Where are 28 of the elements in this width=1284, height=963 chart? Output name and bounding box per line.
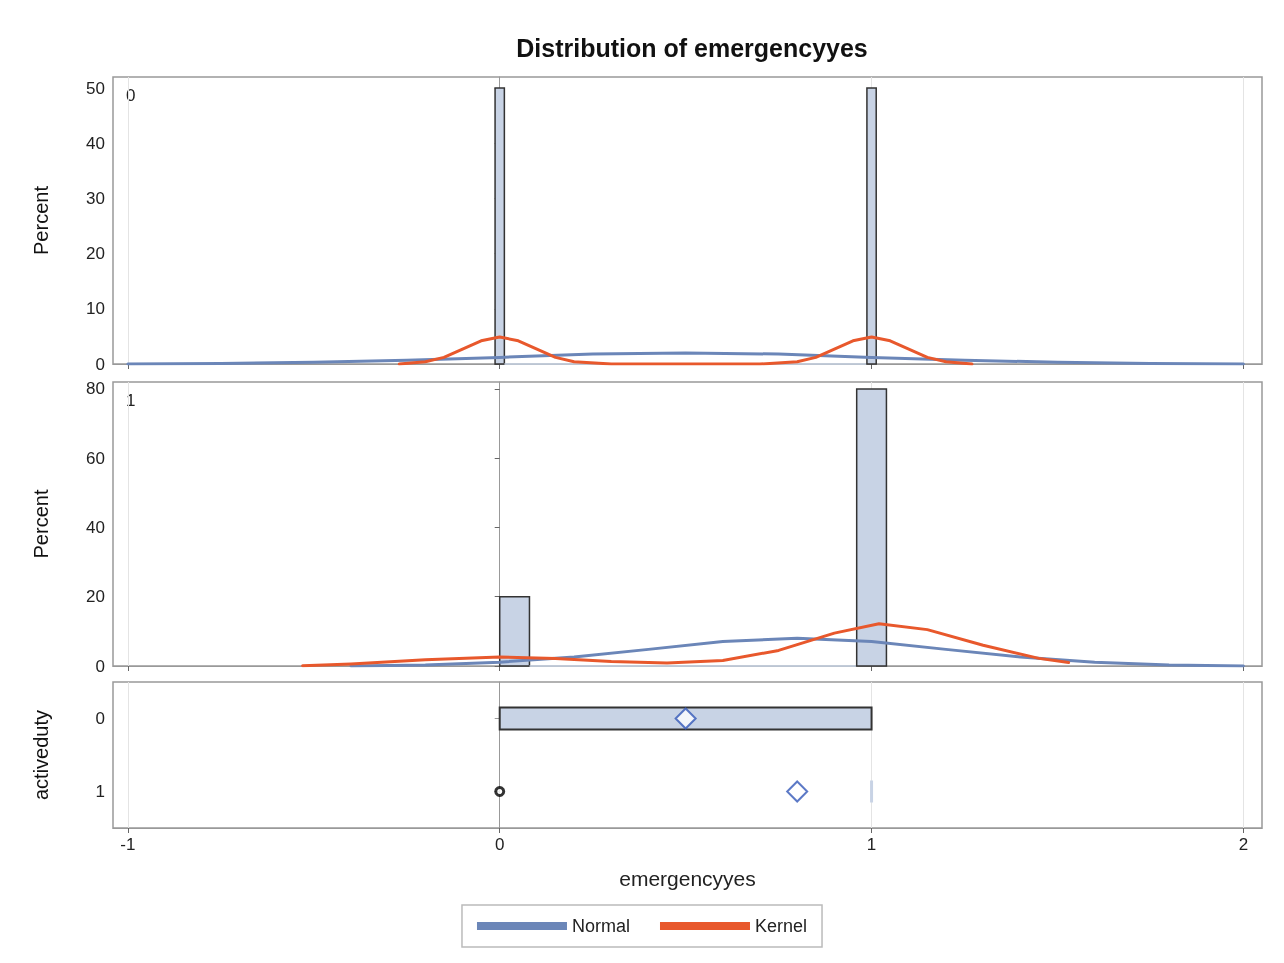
y-tick-label: 20: [86, 587, 105, 607]
line-series: [349, 636, 1245, 668]
y-tick-label: 60: [86, 448, 105, 468]
x-tick-label: 1: [866, 835, 877, 854]
x-axis-title: emergencyyes: [619, 867, 756, 890]
x-tick-label: 2: [1238, 835, 1249, 854]
x-tick-label: 0: [494, 835, 505, 854]
legend-label: Kernel: [754, 916, 808, 936]
y-tick-label: 80: [86, 379, 105, 399]
y-tick-label: 0: [95, 354, 105, 374]
chart-title: Distribution of emergencyyes: [516, 33, 868, 62]
y-tick-label: 1: [95, 782, 105, 801]
y-tick-label: 30: [86, 188, 105, 208]
line-series: [301, 622, 1071, 668]
line-series: [397, 335, 974, 366]
y-tick-label: 20: [86, 244, 105, 264]
x-tick-label: -1: [120, 835, 136, 854]
y-tick-label: 0: [95, 656, 105, 676]
y-tick-label: 40: [86, 133, 105, 153]
y-tick-label: 10: [86, 299, 105, 319]
y-axis-title: activeduty: [30, 709, 52, 801]
y-axis-title: Percent: [30, 185, 52, 255]
y-tick-label: 0: [95, 709, 105, 728]
y-tick-label: 50: [86, 78, 105, 98]
line-series: [126, 351, 1245, 366]
y-axis-title: Percent: [30, 489, 52, 559]
legend-label: Normal: [571, 916, 630, 936]
y-tick-label: 40: [86, 517, 105, 537]
